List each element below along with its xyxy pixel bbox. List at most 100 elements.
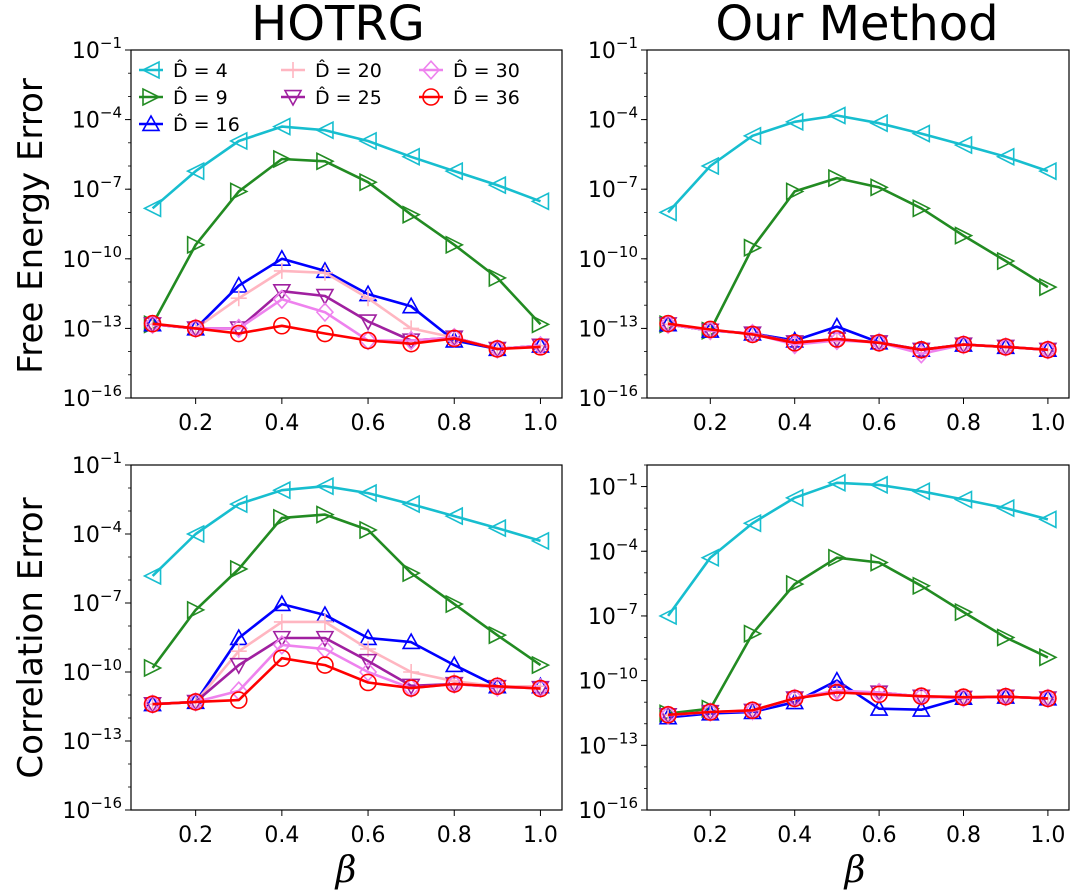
data-point (315, 630, 335, 648)
y-tick-label: 10−1 (72, 449, 122, 479)
x-tick-label: 1.0 (523, 411, 558, 436)
data-point (1039, 340, 1057, 359)
data-point (229, 559, 249, 579)
data-point (185, 161, 205, 181)
data-point (142, 199, 162, 218)
x-tick-label: 1.0 (1030, 411, 1065, 436)
data-point (531, 338, 550, 356)
data-point (743, 701, 762, 720)
series-line (152, 636, 541, 706)
data-point (230, 290, 247, 307)
x-tick-label: 0.2 (178, 823, 213, 848)
data-point (700, 548, 720, 568)
x-tick-label: 0.8 (437, 823, 472, 848)
y-tick-label: 10−4 (72, 104, 122, 134)
data-point (273, 508, 292, 528)
data-point (828, 330, 846, 348)
series-line (151, 157, 542, 326)
x-tick-label: 0.6 (351, 411, 386, 436)
data-point (530, 531, 550, 551)
data-point (828, 683, 846, 702)
series-line (151, 125, 541, 210)
data-point (402, 334, 420, 353)
y-tick-label: 10−13 (578, 729, 638, 759)
legend-marker (142, 87, 161, 107)
y-tick-label: 10−16 (62, 382, 122, 412)
data-point (229, 691, 248, 709)
series-line (667, 176, 1049, 332)
data-point (315, 288, 335, 306)
data-point (315, 302, 335, 323)
y-tick-label: 10−10 (62, 656, 122, 686)
y-tick-label: 10−13 (62, 312, 122, 342)
series-line (667, 323, 1048, 356)
y-tick-label: 10−7 (588, 600, 638, 630)
data-point (869, 113, 888, 133)
plot-frame (130, 464, 563, 811)
data-point (143, 314, 162, 335)
data-point (487, 518, 507, 538)
data-point (954, 687, 973, 708)
y-tick-label: 10−16 (578, 794, 638, 824)
data-point (186, 235, 206, 255)
column-title-our-method: Our Method (715, 0, 998, 52)
series-line (152, 656, 541, 706)
data-point (785, 574, 805, 594)
data-point (659, 314, 678, 335)
y-tick-label: 10−13 (62, 725, 122, 755)
data-point (488, 677, 507, 696)
data-point (445, 235, 465, 255)
data-point (228, 494, 248, 514)
chart-panel-bottom-left: 10−1 10−4 10−7 10−10 10−13 10−16 0.2 0.4 0.6 0.8 1… (62, 449, 563, 848)
data-point (444, 506, 464, 526)
data-point (912, 199, 932, 218)
data-point (743, 325, 762, 344)
data-point (659, 706, 677, 724)
data-point (954, 602, 974, 622)
data-point (785, 688, 804, 709)
data-point (272, 594, 292, 612)
data-point (229, 657, 249, 675)
data-point (869, 475, 888, 495)
data-point (316, 264, 333, 281)
x-tick-label: 0.6 (862, 823, 897, 848)
data-point (358, 314, 378, 332)
data-point (1039, 689, 1057, 708)
row-label-correlation: Correlation Error (11, 497, 51, 778)
data-point (827, 473, 846, 493)
data-point (659, 705, 678, 726)
data-point (273, 613, 290, 630)
data-point (360, 290, 377, 307)
data-point (701, 703, 720, 721)
x-tick-label: 0.6 (351, 823, 386, 848)
data-point (912, 576, 932, 596)
data-point (912, 686, 931, 707)
series-line (151, 484, 541, 577)
data-point (870, 682, 889, 703)
legend-marker (422, 88, 440, 106)
y-tick-label: 10−4 (588, 104, 638, 134)
column-title-hotrg: HOTRG (251, 0, 425, 52)
y-tick-label: 10−1 (72, 34, 122, 64)
data-point (273, 649, 291, 667)
data-point (143, 695, 162, 713)
data-point (403, 664, 420, 680)
data-point (186, 600, 206, 620)
data-point (828, 168, 847, 188)
x-tick-label: 0.2 (693, 411, 728, 436)
data-point (316, 656, 334, 674)
x-tick-label: 0.4 (777, 411, 812, 436)
data-point (701, 320, 720, 339)
legend-marker (141, 114, 161, 132)
data-point (743, 624, 763, 643)
x-tick-label: 0.2 (178, 411, 213, 436)
data-point (229, 182, 249, 201)
data-point (272, 284, 292, 301)
data-point (358, 131, 377, 151)
data-point (870, 333, 888, 352)
data-point (445, 329, 464, 348)
data-point (995, 498, 1015, 518)
data-point (186, 319, 205, 338)
legend-marker (141, 60, 160, 80)
data-point (359, 673, 377, 692)
